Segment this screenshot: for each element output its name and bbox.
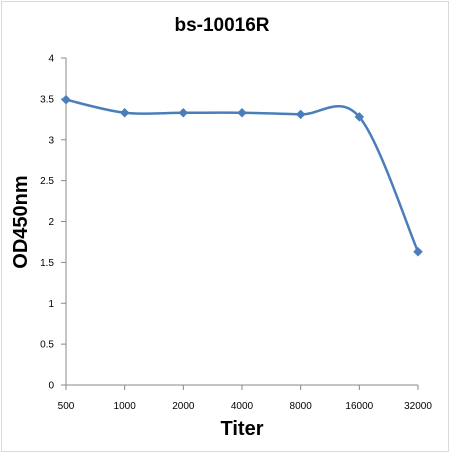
y-tick-label: 3 — [48, 135, 54, 146]
x-axis-title: Titer — [221, 418, 264, 440]
x-tick-label: 4000 — [231, 401, 254, 412]
y-tick-label: 1 — [48, 299, 54, 310]
data-point-marker — [237, 107, 247, 118]
data-point-marker — [295, 109, 306, 120]
x-tick-label: 500 — [58, 401, 75, 412]
data-point-marker — [178, 107, 189, 118]
x-tick-label: 32000 — [404, 401, 432, 412]
y-tick-label: 3.5 — [40, 94, 54, 105]
y-tick-label: 1.5 — [40, 258, 54, 269]
x-tick-label: 16000 — [345, 401, 373, 412]
y-axis-title: OD450nm — [10, 175, 32, 268]
data-point-marker — [354, 112, 365, 122]
y-tick-label: 0 — [48, 381, 54, 392]
x-axis: 500 1000 2000 4000 8000 16000 32000 — [58, 384, 432, 412]
y-axis: 0 0.5 1 1.5 2 2.5 3 3.5 4 — [40, 54, 67, 392]
data-point-marker — [119, 107, 130, 118]
y-tick-label: 0.5 — [40, 340, 54, 351]
series-line — [65, 98, 420, 253]
data-point-marker — [61, 94, 71, 105]
x-tick-label: 1000 — [114, 401, 137, 412]
y-tick-label: 2 — [48, 217, 54, 228]
plot-area — [61, 94, 423, 257]
y-tick-label: 4 — [48, 54, 54, 65]
data-point-marker — [413, 246, 423, 257]
y-tick-label: 2.5 — [40, 176, 54, 187]
x-tick-label: 2000 — [172, 401, 195, 412]
chart-title: bs-10016R — [174, 15, 269, 36]
x-tick-label: 8000 — [290, 401, 313, 412]
